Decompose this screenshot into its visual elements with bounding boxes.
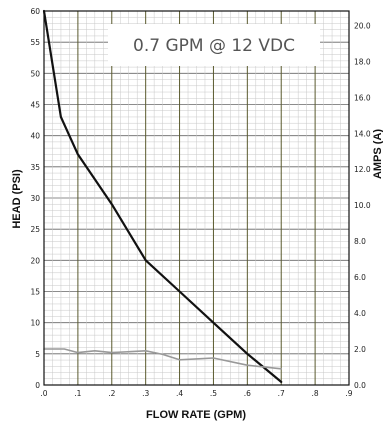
y-tick-label: 40: [30, 132, 40, 141]
y-tick-label: 55: [30, 38, 40, 47]
x-tick-label: .7: [278, 389, 285, 398]
x-tick-label: .2: [108, 389, 115, 398]
grid: [43, 10, 350, 386]
y2-tick-label: 6.0: [354, 273, 366, 282]
y2-tick-label: 14.0: [354, 129, 371, 138]
head-curve: [42, 9, 283, 383]
y-tick-label: 5: [35, 350, 40, 359]
y2-tick-label: 20.0: [354, 21, 371, 30]
series-lines: [42, 9, 283, 383]
x-tick-label: .4: [176, 389, 183, 398]
x-tick-label: .6: [244, 389, 251, 398]
y2-tick-label: 4.0: [354, 309, 366, 318]
x-tick-label: .0: [40, 389, 47, 398]
y-tick-label: 45: [30, 101, 40, 110]
x-axis-title: FLOW RATE (GPM): [146, 409, 246, 421]
y2-tick-label: 2.0: [354, 345, 366, 354]
x-tick-label: .3: [142, 389, 149, 398]
y2-tick-label: 12.0: [354, 165, 371, 174]
y-axis-title: HEAD (PSI): [11, 169, 23, 229]
y2-tick-label: 16.0: [354, 93, 371, 102]
y-tick-label: 35: [30, 163, 40, 172]
y2-tick-label: 8.0: [354, 237, 366, 246]
x-tick-label: .1: [74, 389, 81, 398]
y-tick-label: 20: [30, 256, 40, 265]
spec-annotation: 0.7 GPM @ 12 VDC: [133, 36, 295, 56]
plot-frame: [43, 10, 350, 386]
x-tick-label: .9: [345, 389, 352, 398]
y-tick-label: 50: [30, 69, 40, 78]
y-tick-label: 25: [30, 225, 40, 234]
y-tick-label: 0: [35, 381, 40, 390]
y-tick-label: 15: [30, 288, 40, 297]
spec-annotation-box: [108, 24, 320, 66]
x-tick-label: .5: [210, 389, 217, 398]
y2-tick-label: 18.0: [354, 57, 371, 66]
y2-tick-label: 0.0: [354, 381, 366, 390]
x-tick-label: .8: [312, 389, 319, 398]
amps-curve: [43, 348, 283, 370]
y2-tick-label: 10.0: [354, 201, 371, 210]
y-tick-label: 10: [30, 319, 40, 328]
y2-axis-title: AMPS (A): [372, 129, 383, 179]
y-tick-label: 60: [30, 7, 40, 16]
y-tick-label: 30: [30, 194, 40, 203]
tick-labels: .0 .1 .2 .3 .4 .5 .6 .7 .8 .9 0 5 10 15 20 25 30 35 40 45 50…: [30, 7, 370, 398]
